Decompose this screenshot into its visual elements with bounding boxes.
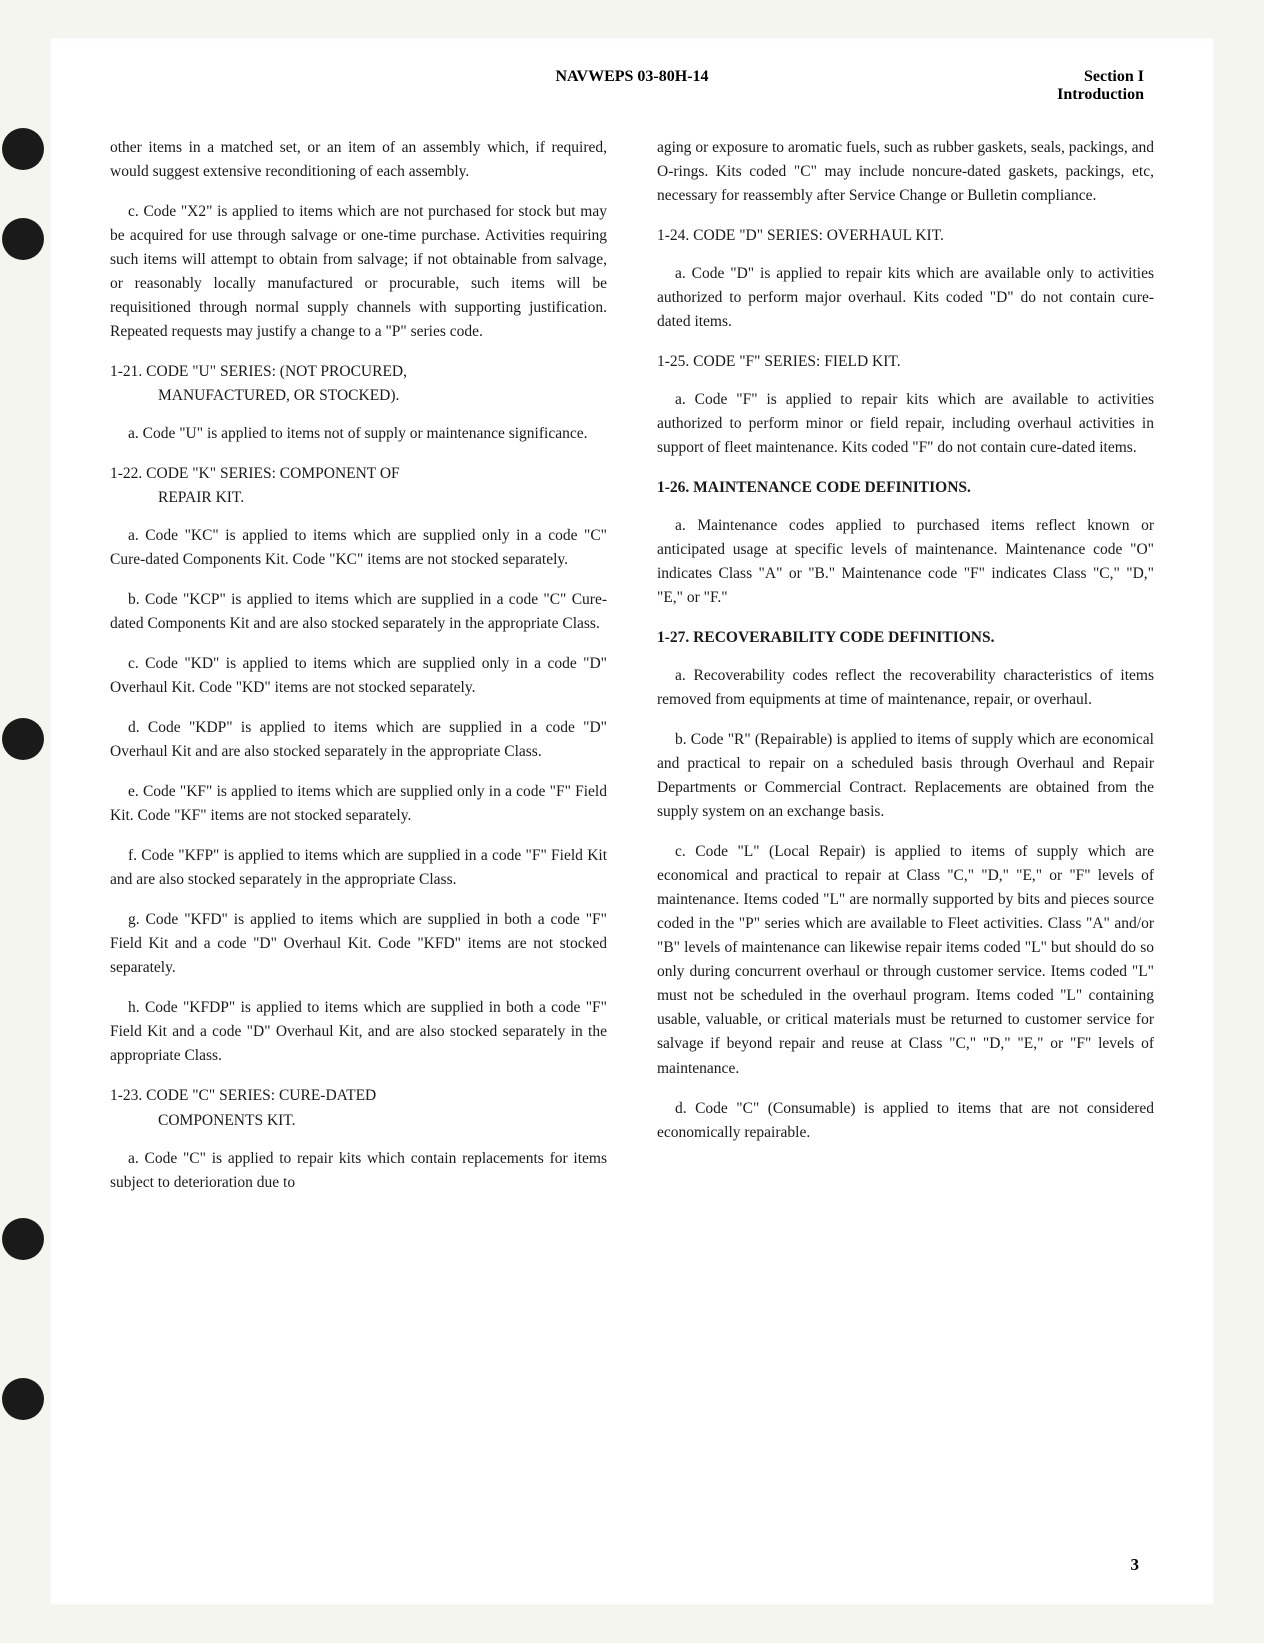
heading-line1: 1-22. CODE "K" SERIES: COMPONENT OF	[110, 465, 400, 482]
body-text: a. Code "F" is applied to repair kits wh…	[657, 388, 1154, 460]
page-header: NAVWEPS 03-80H-14 Section I Introduction	[110, 68, 1154, 104]
body-text: f. Code "KFP" is applied to items which …	[110, 844, 607, 892]
section-heading: 1-21. CODE "U" SERIES: (NOT PROCURED, MA…	[110, 360, 607, 408]
body-text: a. Code "D" is applied to repair kits wh…	[657, 262, 1154, 334]
hole	[2, 1378, 44, 1420]
heading-line2: COMPONENTS KIT.	[110, 1109, 607, 1133]
body-text: a. Maintenance codes applied to purchase…	[657, 514, 1154, 610]
header-right: Section I Introduction	[803, 68, 1144, 104]
body-text: a. Recoverability codes reflect the reco…	[657, 664, 1154, 712]
heading-line1: 1-23. CODE "C" SERIES: CURE-DATED	[110, 1087, 376, 1104]
body-text: a. Code "U" is applied to items not of s…	[110, 422, 607, 446]
body-text: other items in a matched set, or an item…	[110, 136, 607, 184]
content-columns: other items in a matched set, or an item…	[110, 136, 1154, 1211]
section-heading: 1-22. CODE "K" SERIES: COMPONENT OF REPA…	[110, 462, 607, 510]
hole	[2, 128, 44, 170]
hole	[2, 718, 44, 760]
body-text: h. Code "KFDP" is applied to items which…	[110, 996, 607, 1068]
section-label: Section I	[1084, 68, 1144, 85]
body-text: b. Code "KCP" is applied to items which …	[110, 588, 607, 636]
document-id: NAVWEPS 03-80H-14	[461, 68, 802, 104]
body-text: c. Code "KD" is applied to items which a…	[110, 652, 607, 700]
body-text: aging or exposure to aromatic fuels, suc…	[657, 136, 1154, 208]
body-text: a. Code "KC" is applied to items which a…	[110, 524, 607, 572]
hole	[2, 218, 44, 260]
section-heading: 1-25. CODE "F" SERIES: FIELD KIT.	[657, 350, 1154, 374]
section-sublabel: Introduction	[803, 86, 1144, 104]
hole	[2, 1218, 44, 1260]
left-column: other items in a matched set, or an item…	[110, 136, 607, 1211]
body-text: d. Code "KDP" is applied to items which …	[110, 716, 607, 764]
document-page: NAVWEPS 03-80H-14 Section I Introduction…	[50, 38, 1214, 1605]
body-text: a. Code "C" is applied to repair kits wh…	[110, 1147, 607, 1195]
right-column: aging or exposure to aromatic fuels, suc…	[657, 136, 1154, 1211]
body-text: c. Code "X2" is applied to items which a…	[110, 200, 607, 344]
header-left	[120, 68, 461, 104]
heading-line1: 1-21. CODE "U" SERIES: (NOT PROCURED,	[110, 363, 407, 380]
section-heading: 1-24. CODE "D" SERIES: OVERHAUL KIT.	[657, 224, 1154, 248]
body-text: g. Code "KFD" is applied to items which …	[110, 908, 607, 980]
heading-line2: REPAIR KIT.	[110, 486, 607, 510]
body-text: d. Code "C" (Consumable) is applied to i…	[657, 1097, 1154, 1145]
body-text: e. Code "KF" is applied to items which a…	[110, 780, 607, 828]
section-heading-bold: 1-27. RECOVERABILITY CODE DEFINITIONS.	[657, 626, 1154, 650]
body-text: b. Code "R" (Repairable) is applied to i…	[657, 728, 1154, 824]
section-heading-bold: 1-26. MAINTENANCE CODE DEFINITIONS.	[657, 476, 1154, 500]
body-text: c. Code "L" (Local Repair) is applied to…	[657, 840, 1154, 1080]
heading-line2: MANUFACTURED, OR STOCKED).	[110, 384, 607, 408]
section-heading: 1-23. CODE "C" SERIES: CURE-DATED COMPON…	[110, 1084, 607, 1132]
page-number: 3	[1131, 1555, 1140, 1575]
